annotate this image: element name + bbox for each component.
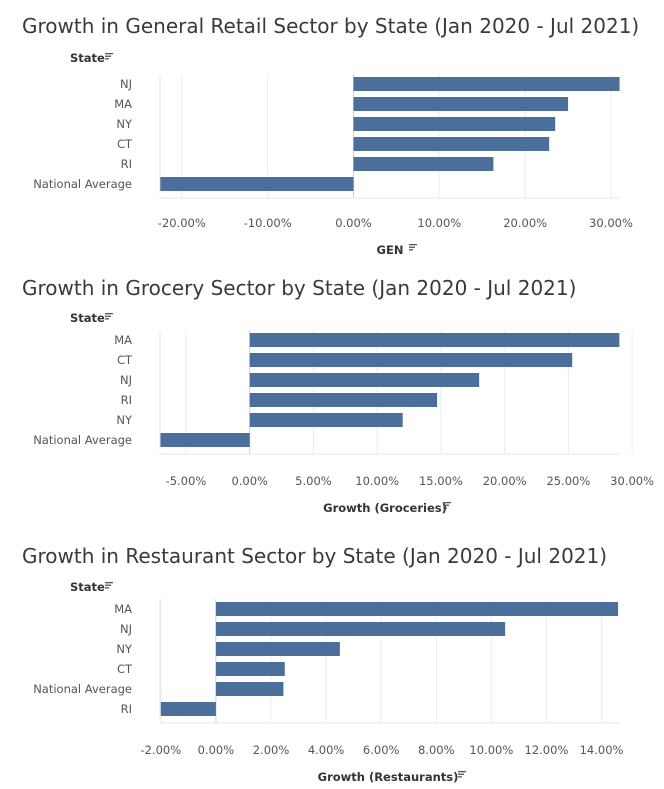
category-label: NJ — [120, 622, 132, 636]
category-label: NY — [116, 642, 133, 656]
tick-label: 20.00% — [503, 216, 547, 230]
sort-icon-line — [105, 587, 109, 589]
category-label: National Average — [33, 177, 132, 191]
tick-label: 0.00% — [231, 474, 268, 488]
bar — [215, 622, 506, 636]
bar — [249, 373, 480, 387]
category-label: RI — [121, 393, 132, 407]
bar — [215, 602, 619, 616]
category-label: MA — [114, 602, 132, 616]
row-header-label: State — [70, 580, 105, 594]
bar — [215, 662, 285, 676]
row-header-label: State — [70, 51, 105, 65]
bar — [160, 702, 216, 716]
tick-label: 20.00% — [483, 474, 527, 488]
sort-icon-line — [105, 582, 113, 584]
sort-icon — [409, 244, 417, 251]
tick-label: 6.00% — [363, 743, 400, 757]
bar — [215, 642, 340, 656]
row-header-label: State — [70, 311, 105, 325]
chart-title: Growth in General Retail Sector by State… — [22, 14, 640, 38]
sort-icon-line — [105, 318, 109, 320]
category-label: MA — [114, 333, 132, 347]
tick-label: 30.00% — [589, 216, 633, 230]
sort-icon-line — [409, 249, 413, 251]
category-label: National Average — [33, 433, 132, 447]
tick-label: 15.00% — [419, 474, 463, 488]
bar — [249, 333, 620, 347]
sort-icon-line — [458, 773, 464, 775]
chart-svg-grocery: State MA CT NJ RI NY National Average -5.00% 0.0… — [33, 311, 654, 515]
bar — [353, 137, 550, 151]
tick-label: 14.00% — [580, 743, 624, 757]
bar — [353, 97, 569, 111]
tick-label: 12.00% — [525, 743, 569, 757]
sort-icon-line — [105, 584, 111, 586]
tick-label: 10.00% — [469, 743, 513, 757]
bar — [160, 177, 354, 191]
chart-svg-restaurant: State MA NJ NY CT National Average RI -2.00% 0.0… — [33, 580, 624, 784]
category-label: CT — [117, 662, 133, 676]
sort-icon-line — [409, 244, 417, 246]
sort-icon — [458, 771, 466, 778]
x-axis-label: Growth (Restaurants) — [318, 770, 459, 784]
bar — [215, 682, 284, 696]
category-label: CT — [117, 353, 133, 367]
tick-label: -2.00% — [140, 743, 181, 757]
bar — [353, 77, 620, 91]
category-label: NY — [116, 413, 133, 427]
chart-panel-grocery: Growth in Grocery Sector by State (Jan 2… — [0, 276, 664, 516]
tick-label: -5.00% — [166, 474, 207, 488]
tick-label: 0.00% — [198, 743, 235, 757]
chart-title: Growth in Restaurant Sector by State (Ja… — [22, 544, 608, 568]
chart-panel-restaurant: Growth in Restaurant Sector by State (Ja… — [0, 544, 664, 784]
bar — [160, 433, 250, 447]
category-label: NJ — [120, 373, 132, 387]
chart-panel-general-retail: Growth in General Retail Sector by State… — [0, 14, 664, 257]
sort-icon-line — [105, 53, 113, 55]
chart-title: Growth in Grocery Sector by State (Jan 2… — [22, 276, 577, 300]
sort-icon-line — [443, 502, 451, 504]
bar — [249, 353, 573, 367]
category-label: NJ — [120, 77, 132, 91]
tick-label: 10.00% — [355, 474, 399, 488]
sort-icon-line — [105, 58, 109, 60]
sort-icon-line — [105, 313, 113, 315]
sort-icon — [105, 582, 113, 589]
category-label: MA — [114, 97, 132, 111]
tick-label: 0.00% — [335, 216, 372, 230]
sort-icon — [105, 53, 113, 60]
tick-label: 25.00% — [546, 474, 590, 488]
bar — [353, 157, 494, 171]
tick-label: 10.00% — [417, 216, 461, 230]
x-axis-label: GEN — [377, 243, 404, 257]
tick-label: 5.00% — [295, 474, 332, 488]
bar — [249, 413, 403, 427]
sort-icon-line — [458, 771, 466, 773]
sort-icon — [443, 502, 451, 509]
tick-label: 2.00% — [253, 743, 290, 757]
sort-icon-line — [443, 504, 449, 506]
tick-label: 30.00% — [610, 474, 654, 488]
x-axis-label: Growth (Groceries) — [323, 501, 447, 515]
sort-icon-line — [409, 246, 415, 248]
sort-icon-line — [105, 55, 111, 57]
category-label: RI — [121, 702, 132, 716]
bar — [353, 117, 556, 131]
tick-label: -20.00% — [158, 216, 206, 230]
sort-icon-line — [105, 315, 111, 317]
category-label: RI — [121, 157, 132, 171]
sort-icon-line — [443, 507, 447, 509]
sort-icon-line — [458, 776, 462, 778]
chart-svg-general-retail: State NJ MA NY CT RI National Average -20.00% -1… — [33, 51, 633, 257]
sort-icon — [105, 313, 113, 320]
category-label: National Average — [33, 682, 132, 696]
category-label: CT — [117, 137, 133, 151]
tick-label: 4.00% — [308, 743, 345, 757]
tick-label: 8.00% — [418, 743, 455, 757]
category-label: NY — [116, 117, 133, 131]
bar — [249, 393, 438, 407]
tick-label: -10.00% — [244, 216, 292, 230]
